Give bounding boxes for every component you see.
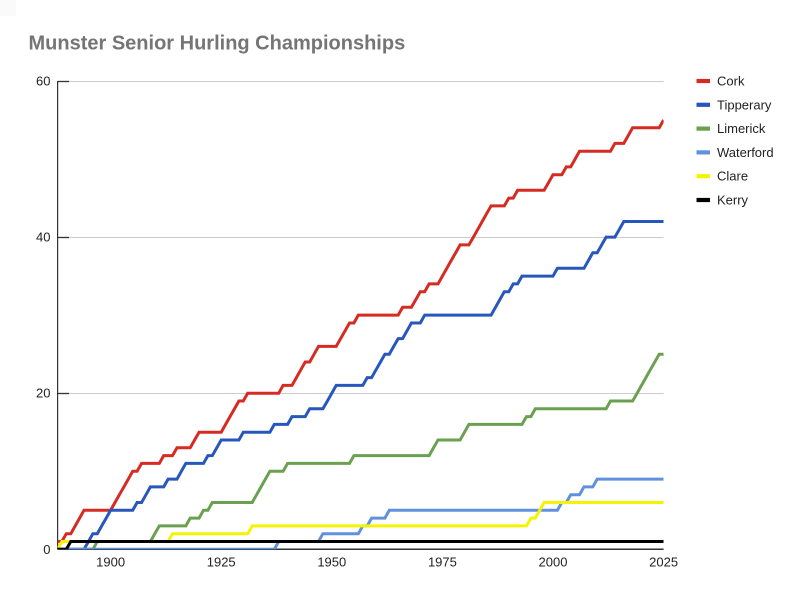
svg-text:Clare: Clare [717,169,748,184]
svg-text:1950: 1950 [317,555,346,570]
svg-text:2025: 2025 [649,555,678,570]
svg-text:1925: 1925 [207,555,236,570]
svg-text:Cork: Cork [717,74,745,89]
svg-text:Limerick: Limerick [717,121,766,136]
svg-text:0: 0 [43,542,50,557]
svg-text:Waterford: Waterford [717,145,774,160]
svg-text:1975: 1975 [428,555,457,570]
svg-text:2000: 2000 [539,555,568,570]
svg-text:40: 40 [36,230,50,245]
svg-text:20: 20 [36,386,50,401]
svg-text:Munster Senior Hurling Champio: Munster Senior Hurling Championships [29,33,406,55]
svg-text:1900: 1900 [96,555,125,570]
svg-text:60: 60 [36,74,50,89]
svg-text:Kerry: Kerry [717,193,749,208]
svg-text:Tipperary: Tipperary [717,97,772,112]
